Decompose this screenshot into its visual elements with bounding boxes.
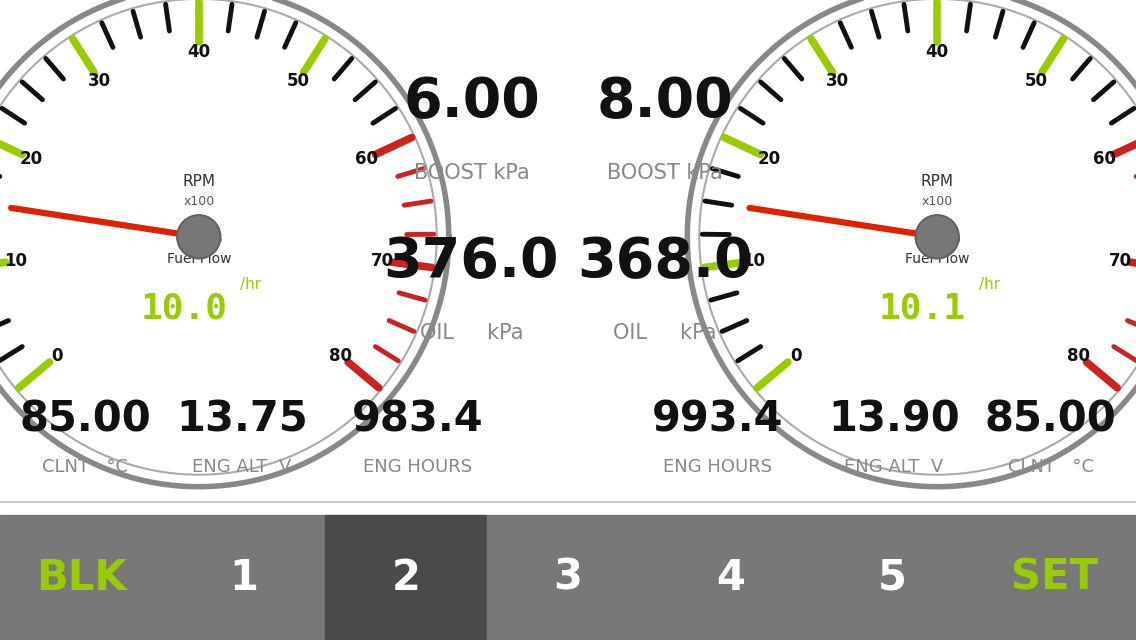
Circle shape [916, 215, 959, 259]
Text: 10: 10 [3, 252, 27, 270]
Text: 10.1: 10.1 [879, 292, 966, 326]
Text: 40: 40 [187, 43, 210, 61]
Text: 80: 80 [329, 347, 352, 365]
Text: 20: 20 [19, 150, 43, 168]
Circle shape [700, 0, 1136, 474]
Text: 60: 60 [1093, 150, 1117, 168]
Text: x100: x100 [921, 195, 953, 208]
Text: Fuel Flow: Fuel Flow [905, 252, 969, 266]
Text: 70: 70 [370, 252, 394, 270]
Text: ENG ALT  V: ENG ALT V [844, 458, 944, 476]
Text: RPM: RPM [182, 174, 216, 189]
Text: ENG HOURS: ENG HOURS [663, 458, 772, 476]
Text: 50: 50 [286, 72, 310, 90]
Bar [974, 515, 1136, 640]
Text: 70: 70 [1109, 252, 1133, 270]
Text: 40: 40 [926, 43, 949, 61]
Text: BOOST kPa: BOOST kPa [607, 163, 722, 183]
Text: Fuel Flow: Fuel Flow [167, 252, 231, 266]
Text: 20: 20 [758, 150, 782, 168]
Text: 983.4: 983.4 [352, 398, 484, 440]
Text: ENG ALT  V: ENG ALT V [192, 458, 292, 476]
Bar [0, 515, 162, 640]
Text: ENG HOURS: ENG HOURS [364, 458, 473, 476]
Bar [811, 515, 974, 640]
Text: BLK: BLK [35, 557, 126, 598]
Text: 993.4: 993.4 [652, 398, 784, 440]
Text: 6.00: 6.00 [403, 76, 540, 129]
Text: RPM: RPM [920, 174, 954, 189]
Text: x100: x100 [183, 195, 215, 208]
Text: 0: 0 [790, 347, 801, 365]
Text: 4: 4 [716, 557, 745, 598]
Circle shape [178, 217, 219, 257]
Text: 30: 30 [826, 72, 850, 90]
Text: OIL     kPa: OIL kPa [419, 323, 524, 343]
Text: 5: 5 [878, 557, 907, 598]
Text: 10: 10 [742, 252, 766, 270]
Text: 10.0: 10.0 [141, 292, 227, 326]
Text: OIL     kPa: OIL kPa [612, 323, 717, 343]
Text: 8.00: 8.00 [596, 76, 733, 129]
Text: 0: 0 [51, 347, 62, 365]
Text: SET: SET [1011, 557, 1099, 598]
Bar [325, 515, 487, 640]
Text: /hr: /hr [240, 277, 261, 292]
Text: 85.00: 85.00 [985, 398, 1117, 440]
Text: 80: 80 [1068, 347, 1091, 365]
Circle shape [0, 0, 436, 474]
Text: 3: 3 [553, 557, 583, 598]
Text: 13.90: 13.90 [828, 398, 960, 440]
Text: 30: 30 [87, 72, 111, 90]
Text: 376.0: 376.0 [384, 236, 559, 289]
Bar [649, 515, 811, 640]
Text: 50: 50 [1025, 72, 1049, 90]
Bar [487, 515, 649, 640]
Text: CLNT   °C: CLNT °C [1008, 458, 1094, 476]
Circle shape [917, 217, 958, 257]
Text: 85.00: 85.00 [19, 398, 151, 440]
Text: BOOST kPa: BOOST kPa [414, 163, 529, 183]
Text: 60: 60 [354, 150, 378, 168]
Circle shape [177, 215, 220, 259]
Bar [162, 515, 325, 640]
Text: 13.75: 13.75 [176, 398, 308, 440]
Text: 2: 2 [391, 557, 420, 598]
Text: 368.0: 368.0 [577, 236, 752, 289]
Text: 1: 1 [229, 557, 258, 598]
Text: /hr: /hr [978, 277, 1000, 292]
Text: CLNT   °C: CLNT °C [42, 458, 128, 476]
